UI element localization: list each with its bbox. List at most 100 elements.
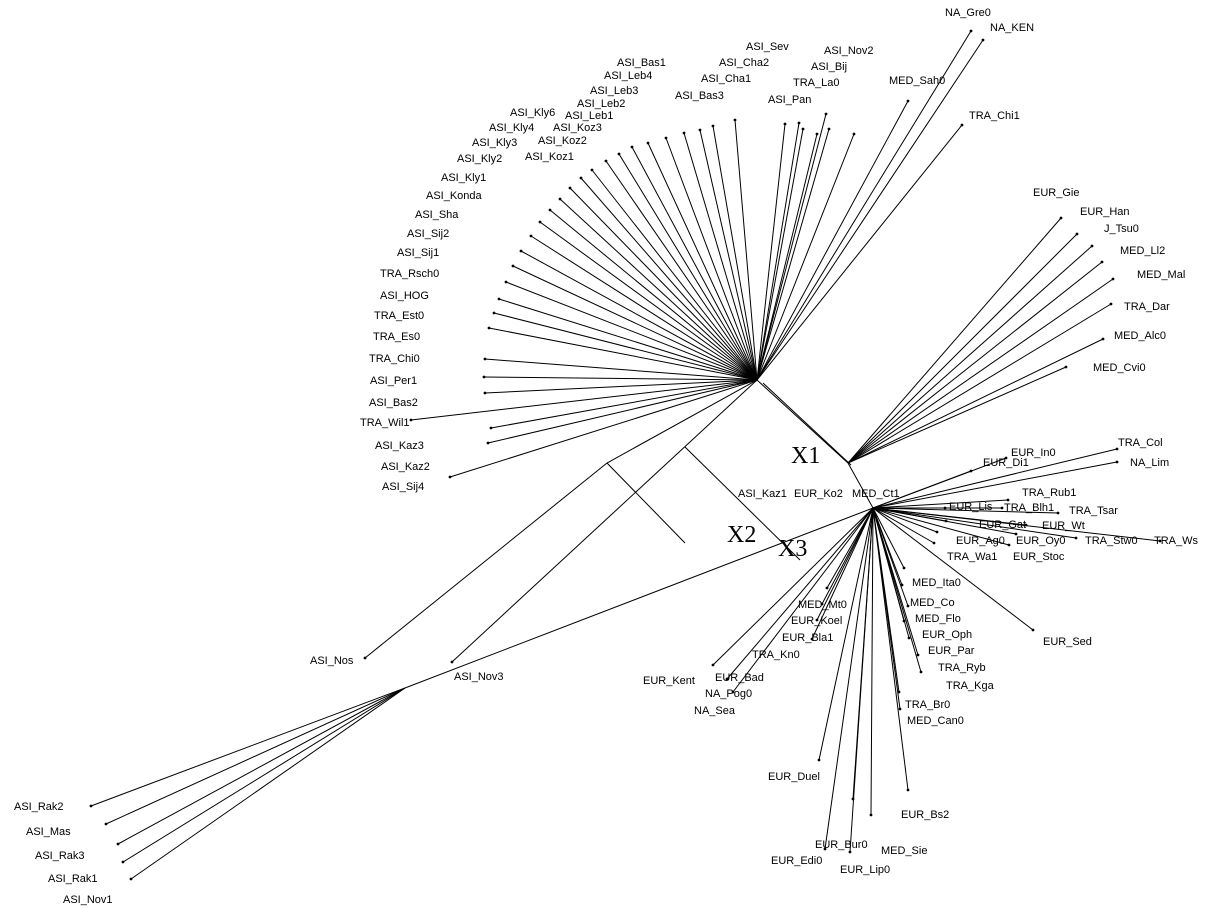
leaf-label: EUR_Di1 <box>983 457 1029 469</box>
tip-ASI_Bij <box>827 127 831 131</box>
tip-EUR_Bur0 <box>851 797 855 801</box>
leaf-label: EUR_Stoc <box>1013 551 1065 563</box>
tip-MED_Mal <box>1111 277 1115 281</box>
branch-EUR_Han <box>847 233 1078 464</box>
branch-TRA_Chi1 <box>756 124 963 381</box>
leaf-label: ASI_Leb2 <box>577 98 625 110</box>
tip-ASI_Per1 <box>482 375 486 379</box>
tip-TRA_Stw0 <box>1074 536 1078 540</box>
leaf-label: EUR_Wt <box>1042 520 1085 532</box>
leaf-label: ASI_Pan <box>768 94 811 106</box>
leaf-label: TRA_Chi0 <box>369 353 420 365</box>
leaf-label: ASI_Per1 <box>370 375 417 387</box>
leaf-label: ASI_Koz2 <box>538 135 587 147</box>
leaf-label: J_Tsu0 <box>1104 223 1139 235</box>
leaf-label: ASI_Kly2 <box>457 153 502 165</box>
leaf-label: MED_Mt0 <box>798 599 847 611</box>
tip-ASI_Nov1 <box>129 877 133 881</box>
leaf-label: MED_Ll2 <box>1120 245 1165 257</box>
branch-TRA_Tsar <box>872 507 1059 514</box>
leaf-label: ASI_Nov2 <box>824 45 874 57</box>
leaf-label: EUR_Par <box>928 645 975 657</box>
tip-NA_Gre0 <box>969 29 973 33</box>
branch-EUR_Ag0 <box>872 507 938 533</box>
branch-NA_KEN <box>756 39 984 381</box>
internal-branch <box>451 379 758 663</box>
leaf-label: ASI_Bij <box>811 61 847 73</box>
tip-ASI_Leb2 <box>664 136 668 140</box>
branch-ASI_Rak3 <box>117 687 406 845</box>
leaf-label: ASI_HOG <box>380 290 429 302</box>
leaf-label: ASI_Kaz3 <box>375 440 424 452</box>
tip-ASI_Mas <box>104 822 108 826</box>
leaf-label: TRA_Ws <box>1154 535 1199 547</box>
leaf-label: MED_Can0 <box>907 715 964 727</box>
leaf-label: EUR_Han <box>1080 206 1130 218</box>
branch-EUR_Bla1 <box>816 507 874 621</box>
tip-ASI_Bas3 <box>733 118 737 122</box>
leaf-label: ASI_Leb3 <box>590 85 638 97</box>
branch-ASI_Kly1 <box>549 209 758 381</box>
leaf-label: ASI_Bas2 <box>369 397 418 409</box>
leaf-label: ASI_Koz1 <box>525 151 574 163</box>
leaf-label: ASI_Cha1 <box>701 73 751 85</box>
tip-EUR_Edi0 <box>823 847 827 851</box>
tip-ASI_Kly3 <box>590 168 594 172</box>
branch-J_Tsu0 <box>847 245 1093 464</box>
leaf-label: NA_Lim <box>1130 457 1169 469</box>
leaf-label: ASI_Cha2 <box>719 57 769 69</box>
branch-TRA_Chi0 <box>484 358 758 381</box>
branch-MED_Flo <box>872 507 909 607</box>
internal-branch <box>364 462 608 659</box>
branch-ASI_Sij2 <box>520 250 758 381</box>
tip-EUR_Sed <box>1031 628 1035 632</box>
tip-MED_Flo <box>906 604 910 608</box>
branch-ASI_Kly3 <box>591 169 758 381</box>
branch-EUR_Bs2 <box>872 507 909 791</box>
leaf-label: MED_Co <box>910 597 955 609</box>
tip-NA_Pog0 <box>725 677 729 681</box>
tip-ASI_Cha1 <box>783 122 787 126</box>
branch-MED_Mt0 <box>826 507 874 589</box>
tip-EUR_Di1 <box>969 469 973 473</box>
leaf-label: EUR_Ko2 <box>794 488 843 500</box>
tip-EUR_Han <box>1075 232 1079 236</box>
tip-EUR_Stoc <box>1007 543 1011 547</box>
tip-ASI_Sha <box>529 234 533 238</box>
tip-TRA_Wa1 <box>932 541 936 545</box>
branch-ASI_Per1 <box>483 376 758 381</box>
branch-ASI_Kly4 <box>618 153 758 381</box>
tip-ASI_Sij1 <box>511 264 515 268</box>
branch-TRA_Es0 <box>488 327 758 381</box>
leaf-label: ASI_Nov1 <box>63 894 113 906</box>
leaf-label: EUR_Bad <box>715 672 764 684</box>
tip-ASI_Kaz3 <box>489 426 493 430</box>
tip-ASI_Koz1 <box>558 197 562 201</box>
branch-ASI_Koz2 <box>580 177 758 381</box>
branch-TRA_Kga <box>872 507 922 673</box>
tip-EUR_Wt <box>1024 523 1028 527</box>
tip-NA_KEN <box>981 38 985 42</box>
leaf-label: ASI_Sij4 <box>382 481 424 493</box>
tip-ASI_Rak1 <box>121 860 125 864</box>
branch-ASI_Bas1 <box>712 125 758 381</box>
branch-TRA_Rsch0 <box>505 281 758 381</box>
tip-TRA_Wil1 <box>409 418 413 422</box>
tip-ASI_Kly2 <box>568 186 572 190</box>
leaf-label: TRA_Tsar <box>1069 505 1118 517</box>
branch-MED_Sie <box>870 507 874 816</box>
leaf-label: TRA_Stw0 <box>1085 535 1138 547</box>
tip-ASI_Nos <box>363 656 367 660</box>
tip-MED_Alc0 <box>1101 337 1105 341</box>
tip-TRA_Chi1 <box>960 123 964 127</box>
branch-ASI_Sev <box>756 133 818 381</box>
tree-labels: NA_Gre0 NA_KEN MED_Sah0 TRA_Chi1 ASI_Sev ASI_… <box>14 7 1199 906</box>
leaf-label: EUR_Lip0 <box>840 864 890 876</box>
tip-EUR_Par <box>907 636 911 640</box>
leaf-label: MED_Sah0 <box>889 75 945 87</box>
tip-ASI_Kly1 <box>548 208 552 212</box>
branch-ASI_Leb2 <box>665 137 758 381</box>
internal-branch <box>762 382 852 466</box>
branch-EUR_Stoc <box>872 507 1010 546</box>
